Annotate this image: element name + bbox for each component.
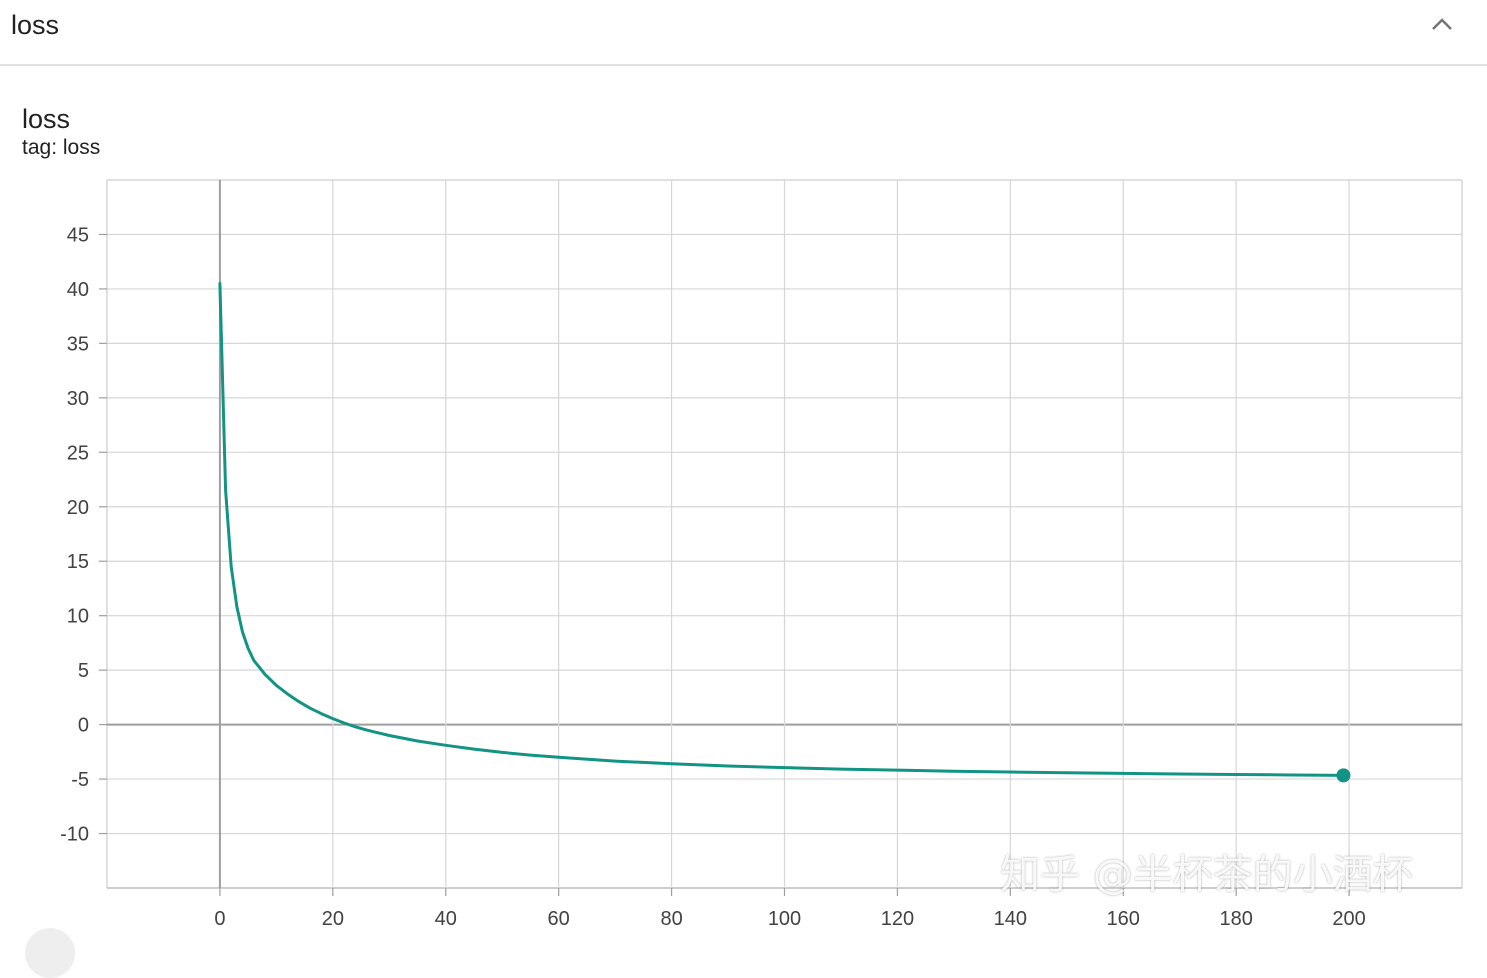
y-tick-label: 0 <box>78 715 89 737</box>
last-point-marker <box>1336 768 1351 783</box>
y-tick-label: -10 <box>60 824 89 846</box>
chevron-up-icon[interactable] <box>1427 10 1457 40</box>
y-tick-label: 20 <box>67 497 89 519</box>
loss-series-line <box>218 282 1345 777</box>
y-tick-label: -5 <box>71 769 89 791</box>
y-tick-label: 10 <box>67 606 89 628</box>
x-tick-label: 200 <box>1332 908 1365 930</box>
section-header: loss <box>0 0 1487 66</box>
y-tick-label: 30 <box>67 388 89 410</box>
y-tick-label: 25 <box>67 442 89 464</box>
x-tick-label: 140 <box>994 908 1027 930</box>
x-tick-label: 20 <box>322 908 344 930</box>
x-tick-label: 60 <box>548 908 570 930</box>
y-tick-label: 45 <box>67 224 89 246</box>
x-tick-label: 80 <box>660 908 682 930</box>
x-tick-label: 160 <box>1107 908 1140 930</box>
x-tick-label: 100 <box>768 908 801 930</box>
x-tick-label: 40 <box>435 908 457 930</box>
chart-tag: tag: loss <box>22 136 101 159</box>
watermark: 知乎 @半杯茶的小酒杯 <box>1000 852 1413 898</box>
section-title: loss <box>11 10 60 40</box>
chart-title: loss <box>22 104 71 134</box>
loss-chart: -10 -5 0 5 10 15 20 25 30 35 40 45 0 20 40 60 80 100 120 14… <box>60 179 1463 930</box>
y-tick-label: 40 <box>67 279 89 301</box>
x-tick-label: 0 <box>214 908 225 930</box>
y-tick-label: 15 <box>67 551 89 573</box>
x-tick-label: 180 <box>1219 908 1252 930</box>
x-tick-label: 120 <box>881 908 914 930</box>
y-tick-label: 35 <box>67 333 89 355</box>
y-tick-label: 5 <box>78 660 89 682</box>
